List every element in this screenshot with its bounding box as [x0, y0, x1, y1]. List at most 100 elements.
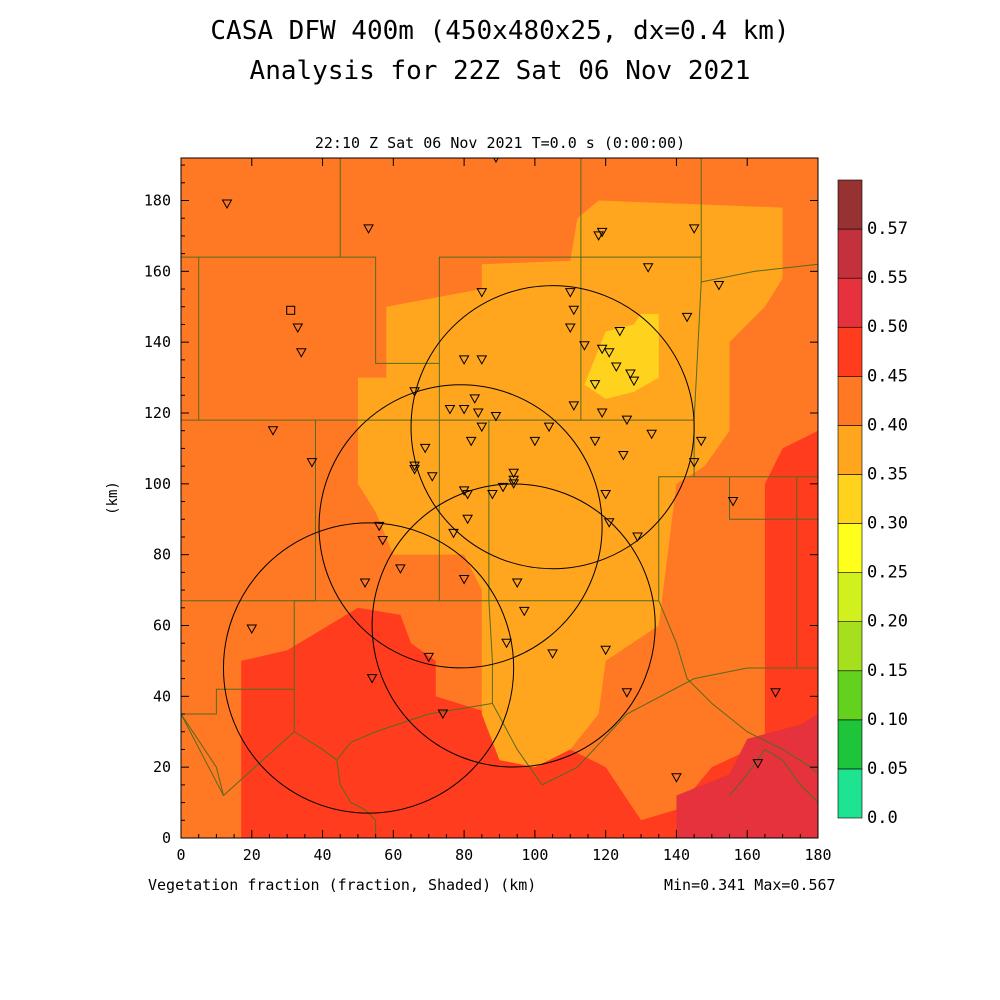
colorbar-swatch-5 [837, 523, 863, 573]
county-boundary-16 [729, 476, 818, 520]
x-tick-label-6: 120 [592, 846, 619, 864]
square-marker-0 [286, 305, 296, 315]
colorbar-swatch-12 [837, 179, 863, 230]
y-tick-label-2: 40 [153, 687, 171, 705]
station-marker-3 [593, 231, 604, 241]
station-marker-5 [688, 224, 700, 234]
station-marker-32 [568, 401, 580, 411]
station-marker-76 [621, 688, 633, 698]
colorbar-swatch-3 [837, 621, 863, 672]
station-marker-55 [497, 482, 509, 493]
station-marker-40 [465, 436, 477, 447]
station-marker-44 [618, 451, 629, 461]
radar-ring-c2 [318, 384, 603, 669]
station-marker-67 [518, 606, 530, 617]
station-marker-56 [600, 489, 612, 500]
colorbar-label-0: 0.0 [867, 808, 898, 828]
station-marker-4 [596, 227, 608, 238]
colorbar-label-1: 0.05 [867, 759, 908, 779]
chart-title: CASA DFW 400m (450x480x25, dx=0.4 km) [210, 16, 790, 46]
station-marker-77 [770, 688, 781, 698]
colorbar-label-9: 0.45 [867, 366, 908, 386]
y-tick-label-3: 60 [153, 617, 171, 635]
station-marker-43 [589, 436, 601, 447]
station-marker-27 [458, 404, 470, 415]
station-marker-63 [377, 536, 389, 546]
station-marker-30 [490, 412, 502, 422]
station-marker-6 [642, 263, 654, 273]
station-marker-25 [409, 387, 420, 397]
station-marker-48 [426, 472, 438, 482]
station-marker-13 [295, 348, 307, 358]
x-tick-label-3: 60 [384, 846, 402, 864]
colorbar-label-10: 0.50 [867, 317, 908, 337]
x-tick-label-2: 40 [314, 846, 332, 864]
station-marker-0 [221, 199, 233, 210]
county-boundary-7 [700, 257, 818, 283]
station-marker-61 [632, 532, 643, 542]
county-boundary-13 [181, 600, 316, 715]
y-tick-label-5: 100 [144, 475, 171, 493]
station-marker-53 [462, 489, 474, 500]
station-marker-9 [564, 288, 576, 298]
colorbar-label-2: 0.10 [867, 710, 908, 730]
station-marker-78 [671, 773, 682, 783]
colorbar-swatch-11 [837, 228, 863, 279]
x-tick-label-7: 140 [663, 846, 690, 864]
station-marker-60 [603, 518, 615, 528]
plot-area [181, 158, 818, 838]
station-marker-18 [610, 362, 622, 372]
station-marker-24 [476, 355, 488, 365]
shaded-region-2 [676, 714, 818, 838]
station-marker-62 [373, 521, 385, 532]
y-tick-label-7: 140 [144, 333, 171, 351]
colorbar-label-8: 0.40 [867, 415, 908, 435]
station-marker-37 [267, 426, 279, 436]
county-boundary-15 [293, 667, 818, 786]
station-marker-72 [600, 645, 612, 656]
county-boundary-3 [181, 419, 316, 602]
colorbar-swatch-8 [837, 376, 863, 426]
station-marker-79 [752, 759, 764, 769]
y-tick-label-4: 80 [153, 546, 171, 564]
y-tick-label-6: 120 [144, 404, 171, 422]
field-description: Vegetation fraction (fraction, Shaded) (… [148, 876, 537, 894]
station-marker-42 [529, 436, 541, 447]
x-tick-label-5: 100 [521, 846, 548, 864]
y-tick-label-0: 0 [162, 829, 171, 847]
station-marker-11 [681, 312, 693, 323]
station-marker-8 [476, 288, 488, 298]
station-marker-23 [458, 355, 470, 365]
radar-ring-c4 [222, 522, 515, 814]
county-boundary-12 [488, 476, 695, 602]
shaded-region-1 [241, 430, 818, 838]
colorbar-label-4: 0.20 [867, 612, 908, 632]
station-marker-71 [547, 649, 558, 659]
colorbar-swatch-7 [837, 425, 863, 475]
station-marker-47 [409, 465, 420, 475]
y-tick-label-8: 160 [144, 262, 171, 280]
colorbar-swatch-6 [837, 474, 863, 524]
station-marker-54 [487, 489, 498, 500]
colorbar-swatch-1 [837, 719, 863, 770]
station-marker-51 [508, 479, 520, 489]
colorbar-swatch-0 [837, 768, 863, 819]
station-marker-66 [511, 578, 523, 589]
station-marker-22 [589, 380, 601, 390]
county-boundary-20 [336, 760, 377, 838]
station-marker-69 [423, 652, 435, 663]
station-marker-28 [469, 394, 481, 404]
chart-subtitle: 22:10 Z Sat 06 Nov 2021 T=0.0 s (0:00:00… [314, 134, 686, 152]
x-tick-label-4: 80 [455, 846, 473, 864]
station-marker-34 [621, 415, 633, 426]
y-tick-label-1: 20 [153, 758, 171, 776]
station-marker-15 [579, 341, 590, 351]
colorbar-label-3: 0.15 [867, 661, 908, 681]
station-marker-68 [246, 624, 258, 635]
county-boundary-18 [658, 600, 818, 775]
station-marker-57 [727, 497, 739, 507]
min-max-readout: Min=0.341 Max=0.567 [664, 876, 836, 894]
colorbar-swatch-4 [837, 572, 863, 622]
colorbar-label-5: 0.25 [867, 563, 908, 583]
x-tick-label-0: 0 [176, 846, 185, 864]
